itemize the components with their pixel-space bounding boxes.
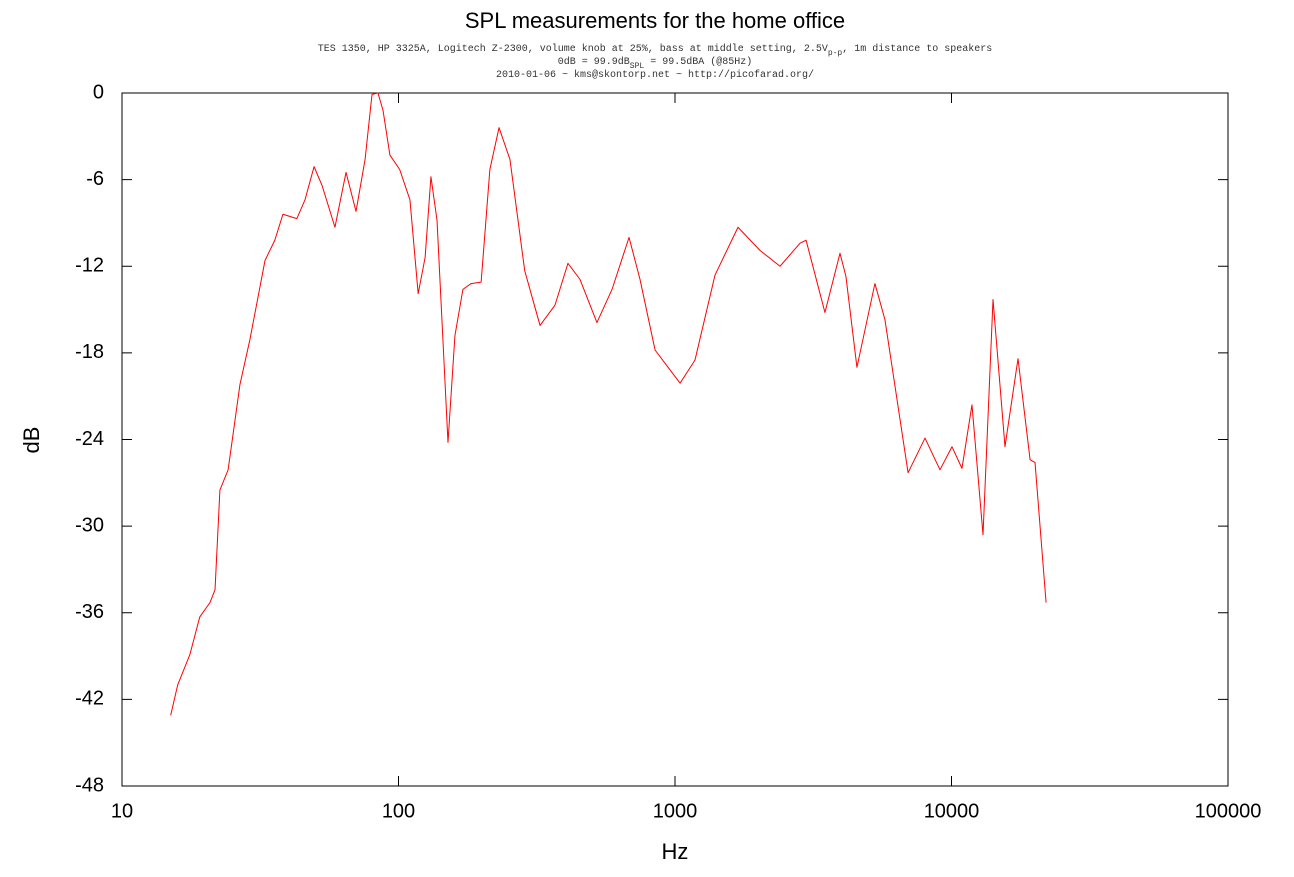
y-tick-label: -18 [75, 341, 104, 363]
y-tick-label: 0 [93, 81, 104, 103]
y-tick-label: -36 [75, 601, 104, 623]
y-tick-label: -48 [75, 774, 104, 796]
x-tick-label: 100 [382, 800, 415, 822]
subtitle-segment: TES 1350, HP 3325A, Logitech Z-2300, vol… [318, 43, 828, 55]
y-axis-label: dB [19, 427, 44, 454]
x-axis-label: Hz [662, 839, 689, 864]
chart-title: SPL measurements for the home office [465, 8, 845, 33]
y-tick-label: -24 [75, 428, 104, 450]
chart-subtitle: 2010-01-06 ~ kms@skontorp.net ~ http://p… [496, 69, 814, 81]
subtitle-segment: = 99.5dBA (@85Hz) [644, 56, 752, 68]
subscript: SPL [630, 62, 645, 71]
chart-subtitle: TES 1350, HP 3325A, Logitech Z-2300, vol… [318, 43, 993, 58]
chart-subtitle: 0dB = 99.9dBSPL = 99.5dBA (@85Hz) [558, 56, 752, 71]
y-tick-label: -42 [75, 688, 104, 710]
subtitle-segment: 0dB = 99.9dB [558, 56, 630, 68]
line-series [170, 92, 1047, 716]
x-tick-label: 100000 [1195, 800, 1262, 822]
x-tick-label: 10 [111, 800, 133, 822]
y-tick-label: -30 [75, 514, 104, 536]
y-tick-label: -12 [75, 255, 104, 277]
x-tick-label: 1000 [653, 800, 698, 822]
y-tick-label: -6 [86, 168, 104, 190]
x-tick-label: 10000 [924, 800, 980, 822]
subtitle-segment: 2010-01-06 ~ kms@skontorp.net ~ http://p… [496, 69, 814, 81]
subscript: p-p [828, 49, 843, 58]
subtitle-segment: , 1m distance to speakers [842, 43, 992, 55]
